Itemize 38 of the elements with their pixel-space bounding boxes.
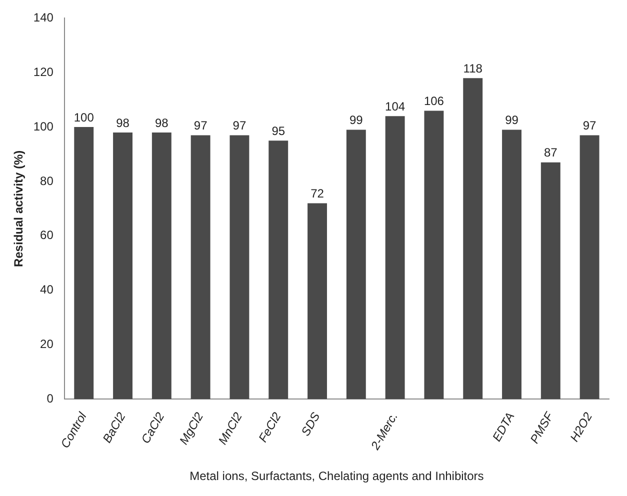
- y-tick-label: 60: [40, 228, 54, 242]
- y-tick-label: 120: [33, 64, 54, 79]
- data-label: 106: [424, 94, 444, 108]
- bar: [463, 78, 483, 400]
- bar: [152, 132, 172, 400]
- bar: [230, 135, 250, 400]
- data-label: 100: [74, 110, 94, 124]
- bar: [385, 116, 405, 400]
- bar: [74, 127, 94, 400]
- bar: [502, 130, 522, 400]
- bar: [190, 135, 210, 400]
- y-tick-label: 140: [33, 10, 54, 25]
- y-axis-title: Residual activity (%): [12, 150, 26, 268]
- bar: [580, 135, 600, 400]
- y-tick-label: 20: [40, 337, 54, 352]
- y-tick-label: 40: [40, 282, 54, 297]
- y-tick-label: 0: [46, 391, 54, 406]
- data-label: 104: [385, 99, 406, 114]
- bar: [113, 132, 132, 400]
- x-axis-title: Metal ions, Surfactants, Chelating agents and Inhibitors: [190, 469, 484, 484]
- data-label: 97: [232, 118, 246, 133]
- bar: [540, 162, 560, 400]
- y-tick-label: 80: [40, 174, 54, 188]
- bar: [308, 203, 327, 400]
- data-label: 72: [310, 186, 324, 201]
- data-label: 97: [194, 118, 208, 133]
- data-label: 98: [116, 116, 130, 130]
- bar: [424, 110, 444, 400]
- data-label: 98: [154, 116, 169, 130]
- bar: [346, 130, 366, 400]
- data-label: 97: [582, 118, 597, 133]
- data-label: 99: [349, 113, 364, 128]
- data-label: 95: [272, 124, 286, 138]
- data-label: 87: [544, 146, 558, 160]
- data-label: 118: [463, 61, 483, 76]
- y-tick-label: 100: [33, 119, 54, 134]
- bar: [268, 140, 288, 400]
- data-label: 99: [505, 113, 519, 128]
